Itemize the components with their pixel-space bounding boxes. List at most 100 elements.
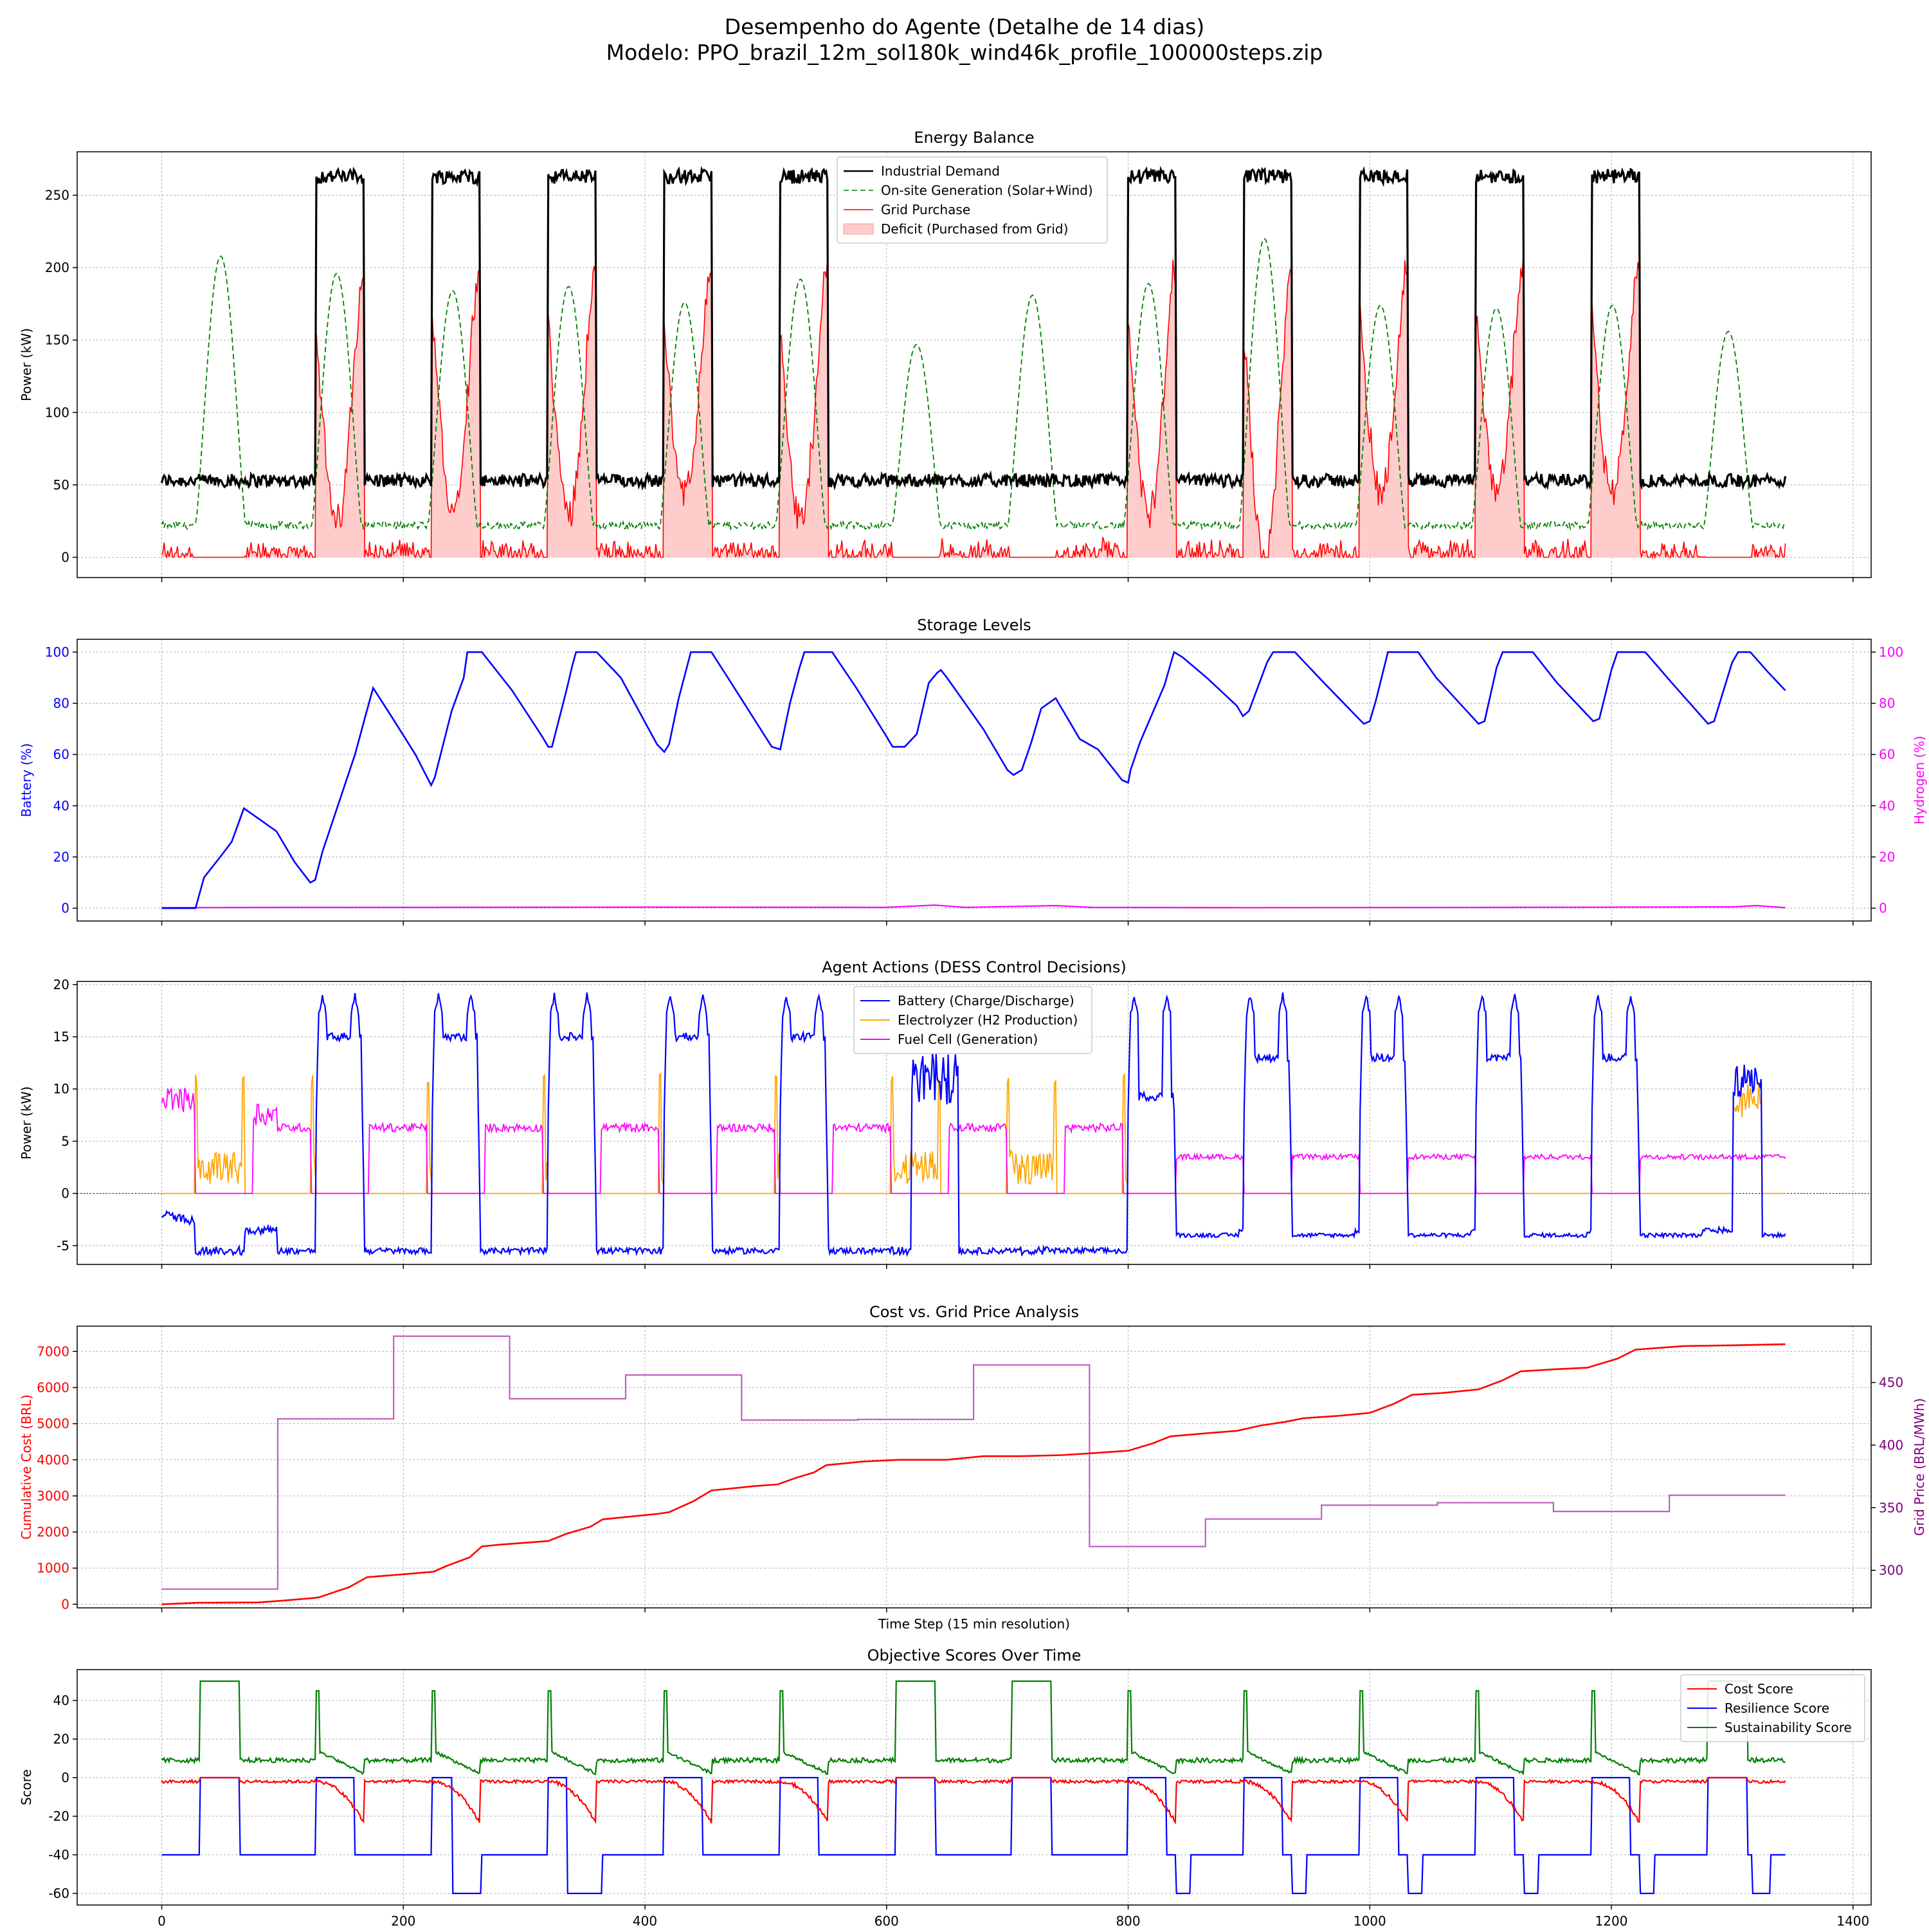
grid-price-line bbox=[161, 1335, 1786, 1590]
cost-ytick-label: 0 bbox=[61, 1596, 69, 1612]
energy-ylabel: Power (kW) bbox=[19, 328, 34, 401]
scores-legend-label: Sustainability Score bbox=[1725, 1720, 1852, 1735]
actions-legend-box bbox=[853, 986, 1092, 1054]
storage-ytick-label: 40 bbox=[53, 798, 69, 814]
storage-ytick-label: 60 bbox=[53, 747, 69, 762]
actions-ytick-label: 0 bbox=[61, 1186, 69, 1201]
storage-ytick-label: 0 bbox=[61, 900, 69, 916]
cost-plot bbox=[161, 1335, 1786, 1605]
deficit-area bbox=[161, 256, 1786, 558]
scores-xtick-label: 1000 bbox=[1354, 1913, 1386, 1929]
cost-ylabel-right: Grid Price (BRL/MWh) bbox=[1912, 1398, 1927, 1536]
actions-legend-label: Fuel Cell (Generation) bbox=[898, 1032, 1038, 1047]
storage-ytick-label: 80 bbox=[53, 696, 69, 711]
actions-ytick-label: 10 bbox=[53, 1081, 69, 1097]
storage-frame bbox=[77, 639, 1872, 922]
battery-line bbox=[161, 650, 1786, 909]
scores-legend-box bbox=[1680, 1674, 1865, 1742]
cost-score-line bbox=[161, 1776, 1786, 1825]
energy-ytick-label: 0 bbox=[61, 549, 69, 565]
energy-title: Energy Balance bbox=[914, 129, 1034, 147]
storage-ytick-right-label: 20 bbox=[1879, 849, 1895, 864]
cost-ytick-label: 3000 bbox=[37, 1488, 69, 1504]
energy-ytick-label: 250 bbox=[45, 188, 69, 203]
cost-title: Cost vs. Grid Price Analysis bbox=[869, 1303, 1079, 1321]
storage-title: Storage Levels bbox=[917, 616, 1031, 634]
storage-ytick-right-label: 0 bbox=[1879, 900, 1887, 916]
cost-ytick-label: 1000 bbox=[37, 1560, 69, 1576]
cost-ytick-right-label: 300 bbox=[1879, 1563, 1903, 1578]
scores-legend-label: Resilience Score bbox=[1725, 1700, 1829, 1716]
energy-legend-label: Deficit (Purchased from Grid) bbox=[881, 221, 1068, 237]
cost-ylabel: Cumulative Cost (BRL) bbox=[19, 1394, 34, 1540]
energy-frame bbox=[77, 151, 1872, 578]
cost-frame bbox=[77, 1326, 1872, 1608]
storage-ytick-right-label: 80 bbox=[1879, 696, 1895, 711]
cost-ytick-label: 5000 bbox=[37, 1416, 69, 1432]
actions-title: Agent Actions (DESS Control Decisions) bbox=[822, 958, 1127, 976]
actions-ytick-label: -5 bbox=[57, 1238, 69, 1253]
cost-xlabel: Time Step (15 min resolution) bbox=[878, 1616, 1070, 1632]
grid-purchase-line bbox=[161, 256, 1786, 560]
actions-ytick-label: 20 bbox=[53, 977, 69, 992]
energy-plot bbox=[160, 165, 1787, 560]
figure-suptitle-line2: Modelo: PPO_brazil_12m_sol180k_wind46k_p… bbox=[606, 40, 1323, 65]
actions-plot bbox=[77, 992, 1871, 1257]
scores-ytick-label: 0 bbox=[61, 1770, 69, 1785]
scores-ytick-label: -60 bbox=[48, 1886, 69, 1901]
fuel-cell-line bbox=[161, 1087, 1786, 1194]
cost-ytick-right-label: 400 bbox=[1879, 1437, 1903, 1453]
energy-ytick-label: 150 bbox=[45, 333, 69, 348]
scores-legend: Cost Score Resilience Score Sustainability… bbox=[1680, 1674, 1865, 1742]
scores-xtick-label: 400 bbox=[633, 1913, 657, 1929]
actions-legend: Battery (Charge/Discharge) Electrolyzer (… bbox=[853, 986, 1092, 1054]
actions-ytick-label: 15 bbox=[53, 1029, 69, 1044]
scores-xtick-label: 1200 bbox=[1595, 1913, 1628, 1929]
scores-xtick-label: 600 bbox=[874, 1913, 899, 1929]
energy-legend-swatch bbox=[843, 223, 874, 235]
actions-frame bbox=[77, 981, 1872, 1265]
cost-ytick-label: 7000 bbox=[37, 1344, 69, 1359]
storage-ylabel: Battery (%) bbox=[19, 743, 34, 817]
resilience-score-line bbox=[161, 1776, 1786, 1895]
storage-ytick-right-label: 40 bbox=[1879, 798, 1895, 814]
energy-legend-label: Industrial Demand bbox=[881, 163, 1000, 179]
storage-ylabel-right: Hydrogen (%) bbox=[1912, 736, 1927, 825]
hydrogen-line bbox=[161, 904, 1786, 909]
energy-ytick-label: 50 bbox=[53, 477, 69, 493]
scores-xtick-label: 800 bbox=[1116, 1913, 1140, 1929]
cost-ytick-label: 4000 bbox=[37, 1452, 69, 1468]
energy-legend-label: On-site Generation (Solar+Wind) bbox=[881, 183, 1093, 198]
cost-axes: 0 1000 2000 3000 4000 5000 6000 7000 300 350 400 45… bbox=[19, 1303, 1927, 1632]
scores-title: Objective Scores Over Time bbox=[867, 1646, 1082, 1664]
scores-ytick-label: -20 bbox=[48, 1809, 69, 1824]
onsite-generation-line bbox=[161, 238, 1786, 531]
cumulative-cost-line bbox=[161, 1343, 1786, 1605]
scores-ytick-label: 40 bbox=[53, 1693, 69, 1708]
actions-ytick-label: 5 bbox=[61, 1133, 69, 1149]
figure-suptitle-line1: Desempenho do Agente (Detalhe de 14 dias… bbox=[724, 14, 1205, 39]
storage-ytick-right-label: 60 bbox=[1879, 747, 1895, 762]
cost-ytick-right-label: 450 bbox=[1879, 1375, 1903, 1390]
storage-ytick-label: 100 bbox=[45, 644, 69, 660]
scores-legend-label: Cost Score bbox=[1725, 1681, 1793, 1697]
cost-ytick-label: 6000 bbox=[37, 1380, 69, 1395]
electrolyzer-line bbox=[161, 1071, 1786, 1194]
industrial-demand-line bbox=[160, 165, 1787, 491]
energy-ytick-label: 100 bbox=[45, 405, 69, 420]
cost-ytick-right-label: 350 bbox=[1879, 1500, 1903, 1515]
scores-xtick-label: 200 bbox=[391, 1913, 415, 1929]
energy-legend-label: Grid Purchase bbox=[881, 202, 970, 217]
scores-plot bbox=[161, 1680, 1786, 1895]
actions-legend-label: Battery (Charge/Discharge) bbox=[898, 993, 1074, 1008]
energy-ytick-label: 200 bbox=[45, 260, 69, 275]
cost-ytick-label: 2000 bbox=[37, 1524, 69, 1540]
scores-xtick-label: 1400 bbox=[1836, 1913, 1869, 1929]
scores-xtick-label: 0 bbox=[158, 1913, 166, 1929]
scores-ytick-label: -40 bbox=[48, 1847, 69, 1863]
sustainability-score-line bbox=[161, 1680, 1786, 1776]
storage-ytick-right-label: 100 bbox=[1879, 644, 1903, 660]
